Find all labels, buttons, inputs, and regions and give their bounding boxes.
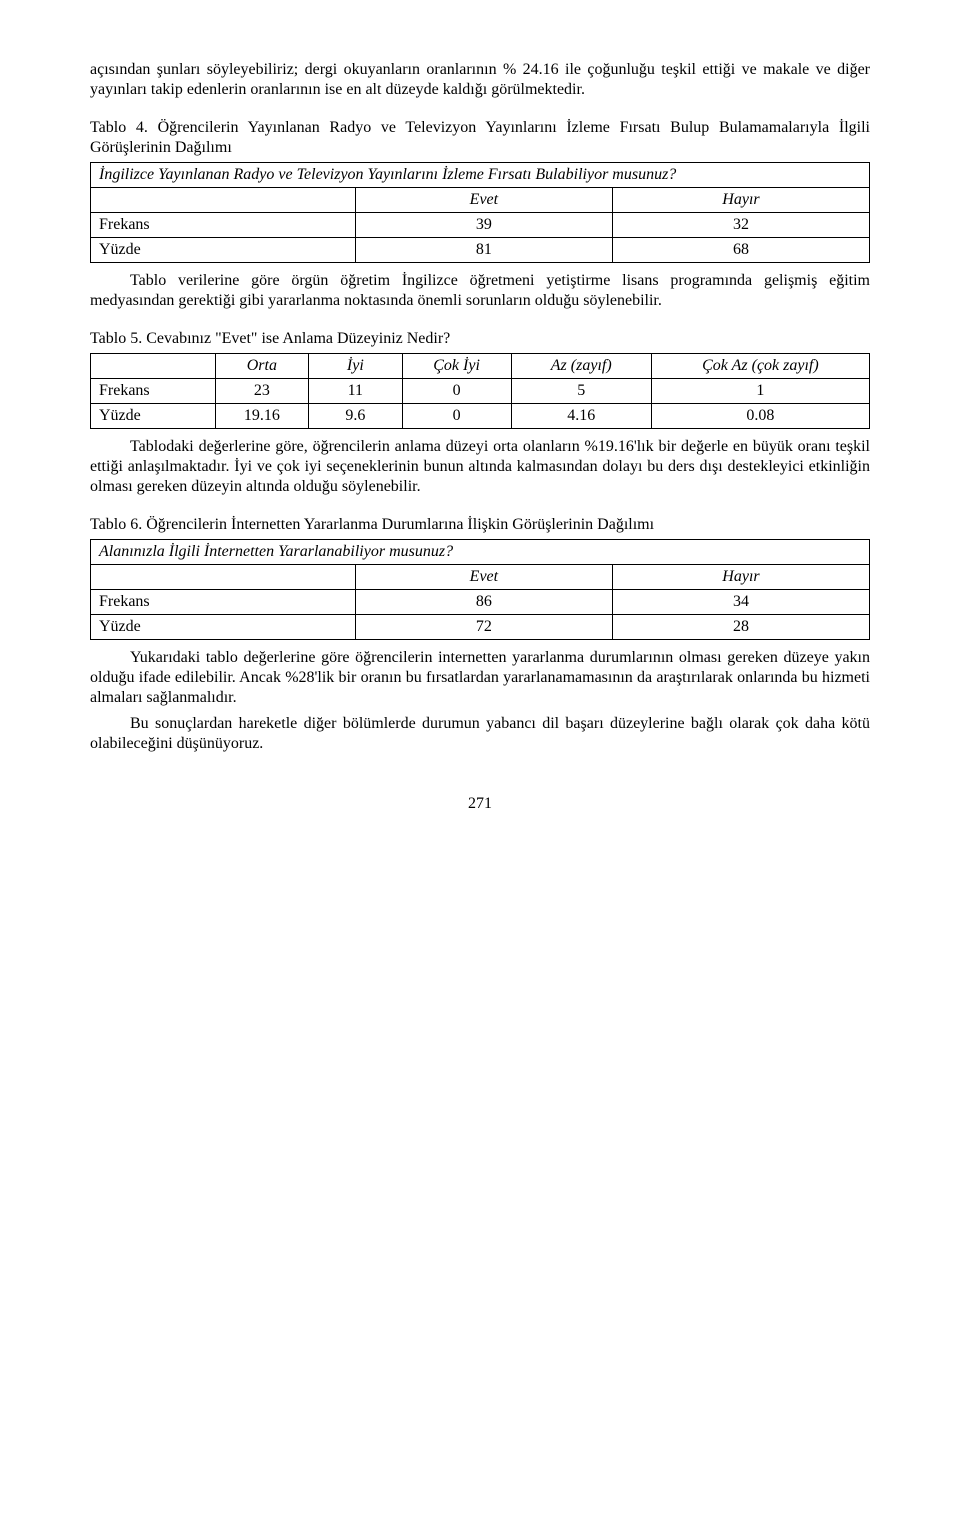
table6-h1: Evet (355, 565, 612, 590)
table4-title: Tablo 4. Öğrencilerin Yayınlanan Radyo v… (90, 118, 870, 158)
cell: 0.08 (651, 404, 869, 429)
cell: 1 (651, 379, 869, 404)
table4-h0 (91, 188, 356, 213)
cell: 0 (402, 404, 511, 429)
para-after-t5: Tablodaki değerlerine göre, öğrencilerin… (90, 437, 870, 497)
para-after-t6-1: Yukarıdaki tablo değerlerine göre öğrenc… (90, 648, 870, 708)
cell: 68 (612, 238, 869, 263)
intro-paragraph: açısından şunları söyleyebiliriz; dergi … (90, 60, 870, 100)
cell: 39 (355, 213, 612, 238)
table5-h3: Çok İyi (402, 354, 511, 379)
table-row: Frekans 39 32 (91, 213, 870, 238)
table6-header-row: Evet Hayır (91, 565, 870, 590)
table4-question-row: İngilizce Yayınlanan Radyo ve Televizyon… (91, 163, 870, 188)
table5-header-row: Orta İyi Çok İyi Az (zayıf) Çok Az (çok … (91, 354, 870, 379)
table4-header-row: Evet Hayır (91, 188, 870, 213)
cell: 9.6 (309, 404, 402, 429)
cell: 34 (612, 590, 869, 615)
cell: 28 (612, 615, 869, 640)
table-row: Yüzde 81 68 (91, 238, 870, 263)
table6: Alanınızla İlgili İnternetten Yararlanab… (90, 539, 870, 640)
table5-h1: Orta (215, 354, 308, 379)
page-number: 271 (90, 794, 870, 814)
cell: 0 (402, 379, 511, 404)
cell: Yüzde (91, 615, 356, 640)
cell: 86 (355, 590, 612, 615)
table6-question: Alanınızla İlgili İnternetten Yararlanab… (91, 540, 870, 565)
cell: 72 (355, 615, 612, 640)
table4: İngilizce Yayınlanan Radyo ve Televizyon… (90, 162, 870, 263)
cell: 19.16 (215, 404, 308, 429)
para-after-t4: Tablo verilerine göre örgün öğretim İngi… (90, 271, 870, 311)
cell: Frekans (91, 213, 356, 238)
table6-h0 (91, 565, 356, 590)
table5-title: Tablo 5. Cevabınız "Evet" ise Anlama Düz… (90, 329, 870, 349)
cell: 81 (355, 238, 612, 263)
table6-question-row: Alanınızla İlgili İnternetten Yararlanab… (91, 540, 870, 565)
table5-h5: Çok Az (çok zayıf) (651, 354, 869, 379)
table5-h4: Az (zayıf) (511, 354, 651, 379)
table6-title: Tablo 6. Öğrencilerin İnternetten Yararl… (90, 515, 870, 535)
table4-h2: Hayır (612, 188, 869, 213)
cell: 4.16 (511, 404, 651, 429)
cell: Frekans (91, 379, 216, 404)
table4-question: İngilizce Yayınlanan Radyo ve Televizyon… (91, 163, 870, 188)
table-row: Yüzde 72 28 (91, 615, 870, 640)
table5-h2: İyi (309, 354, 402, 379)
table6-h2: Hayır (612, 565, 869, 590)
cell: 11 (309, 379, 402, 404)
cell: 32 (612, 213, 869, 238)
table5-h0 (91, 354, 216, 379)
cell: Frekans (91, 590, 356, 615)
cell: 5 (511, 379, 651, 404)
cell: Yüzde (91, 404, 216, 429)
table4-h1: Evet (355, 188, 612, 213)
para-after-t6-2: Bu sonuçlardan hareketle diğer bölümlerd… (90, 714, 870, 754)
table-row: Frekans 86 34 (91, 590, 870, 615)
cell: 23 (215, 379, 308, 404)
table5: Orta İyi Çok İyi Az (zayıf) Çok Az (çok … (90, 353, 870, 429)
cell: Yüzde (91, 238, 356, 263)
table-row: Frekans 23 11 0 5 1 (91, 379, 870, 404)
table-row: Yüzde 19.16 9.6 0 4.16 0.08 (91, 404, 870, 429)
